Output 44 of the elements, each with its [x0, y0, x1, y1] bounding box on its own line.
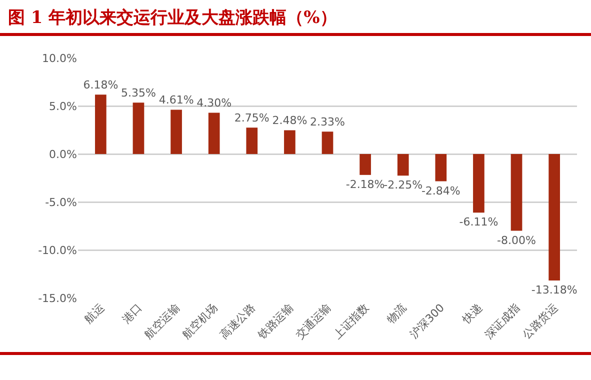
data-label: 5.35%	[121, 86, 156, 100]
bar	[208, 112, 220, 154]
bar	[322, 132, 334, 154]
x-tick-label: 港口	[120, 301, 144, 326]
bar	[510, 154, 522, 231]
x-tick-label: 物流	[384, 301, 410, 326]
y-tick-label: 10.0%	[42, 52, 77, 65]
x-tick-label: 航空机场	[180, 301, 220, 342]
x-tick-label: 深证成指	[482, 301, 523, 342]
bar	[132, 102, 144, 154]
bar	[435, 154, 447, 182]
data-label: -6.11%	[459, 216, 498, 229]
bar	[246, 128, 258, 154]
x-tick-label: 沪深300	[407, 301, 447, 341]
data-label: 2.48%	[272, 114, 308, 128]
bar	[284, 130, 296, 154]
bar	[548, 154, 560, 281]
x-tick-label: 航运	[82, 301, 107, 326]
bar	[397, 154, 409, 176]
bar	[473, 154, 484, 213]
data-label: 6.18%	[83, 78, 118, 92]
data-label: -2.25%	[384, 178, 423, 192]
data-label: 4.61%	[158, 94, 194, 107]
x-tick-label: 交通运输	[293, 301, 334, 342]
bar	[360, 154, 371, 175]
y-tick-label: -5.0%	[45, 196, 77, 209]
x-tick-label: 快递	[459, 301, 485, 327]
data-label: 2.33%	[310, 116, 345, 129]
y-tick-label: -15.0%	[38, 292, 77, 305]
data-label: 4.30%	[196, 96, 232, 110]
data-label: -2.84%	[421, 184, 460, 198]
bar	[170, 110, 182, 154]
data-label: -2.18%	[346, 178, 385, 191]
data-label: 2.75%	[234, 112, 270, 125]
y-tick-label: 5.0%	[49, 100, 77, 113]
data-label: -13.18%	[531, 284, 578, 297]
data-label: -8.00%	[497, 234, 536, 247]
x-tick-label: 航空运输	[142, 301, 182, 342]
x-tick-label: 上证指数	[331, 301, 372, 342]
chart-title: 图 1 年初以来交运行业及大盘涨跌幅（%）	[8, 7, 337, 29]
x-tick-label: 公路货运	[520, 301, 560, 342]
y-tick-label: 0.0%	[49, 148, 77, 161]
bar	[95, 94, 106, 154]
y-tick-label: -10.0%	[38, 244, 77, 257]
